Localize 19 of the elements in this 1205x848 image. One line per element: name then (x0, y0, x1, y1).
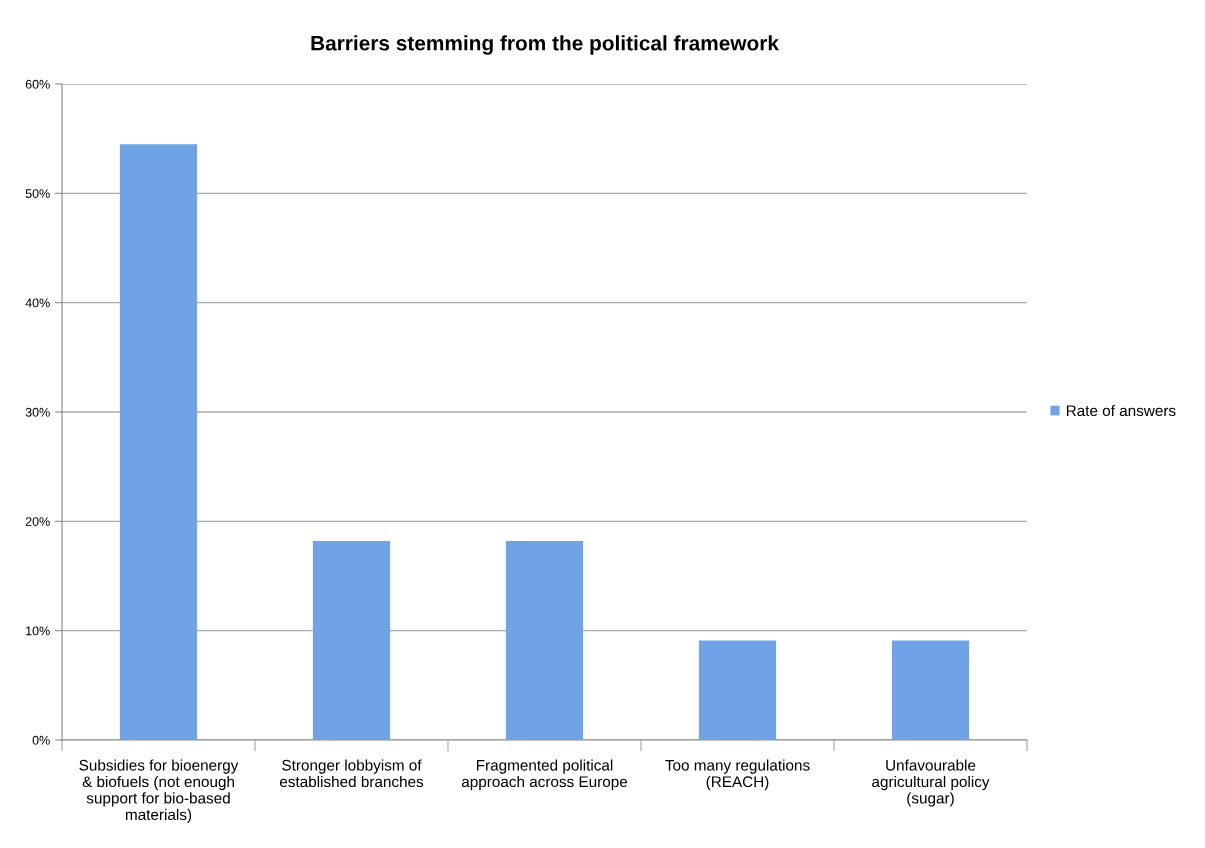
legend-label: Rate of answers (1066, 404, 1176, 417)
x-tick-label: Too many regulations (REACH) (665, 759, 810, 791)
bar (119, 144, 198, 740)
x-tick-label: Fragmented political approach across Europe (461, 759, 628, 791)
bar (698, 640, 777, 740)
y-tick-label: 60% (25, 79, 50, 89)
y-tick-label: 0% (32, 735, 50, 745)
y-tick-label: 10% (26, 626, 50, 636)
bar (505, 541, 584, 740)
x-tick-label: Subsidies for bioenergy & biofuels (not enough support for bio-based materials) (79, 759, 239, 824)
x-tick-label: Stronger lobbyism of established branches (279, 759, 424, 788)
bar (891, 640, 970, 740)
y-tick-label: 20% (25, 517, 50, 526)
x-tick-label: Unfavourable agricultural policy (sugar) (872, 759, 990, 807)
bar (312, 541, 391, 740)
y-tick-label: 40% (25, 298, 50, 308)
y-tick-label: 30% (25, 407, 50, 417)
chart-title: Barriers stemming from the political framework (311, 35, 779, 55)
y-tick-label: 50% (25, 189, 50, 198)
